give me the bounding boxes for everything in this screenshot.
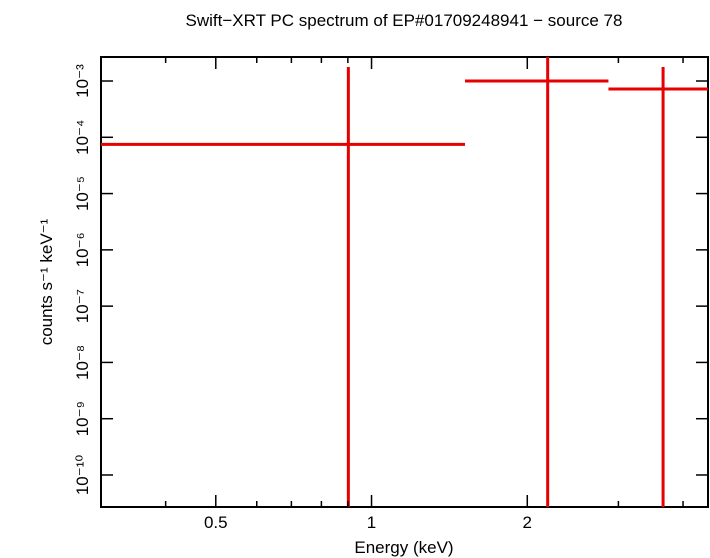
y-tick-label: 10⁻⁹ (73, 401, 92, 436)
y-tick-label: 10⁻³ (73, 64, 92, 98)
y-tick-label: 10⁻⁶ (73, 232, 92, 267)
y-tick-label: 10⁻⁵ (73, 176, 92, 211)
y-axis-label: counts s⁻¹ keV⁻¹ (37, 218, 56, 345)
y-tick-label: 10⁻⁷ (73, 289, 92, 323)
plot-area (101, 57, 708, 507)
x-axis-label: Energy (keV) (354, 538, 453, 557)
y-tick-label: 10⁻⁴ (73, 120, 92, 155)
x-tick-label: 1 (367, 513, 376, 532)
x-tick-label: 0.5 (204, 513, 228, 532)
chart-title: Swift−XRT PC spectrum of EP#01709248941 … (186, 11, 623, 30)
y-tick-label: 10⁻¹⁰ (73, 455, 92, 496)
plot-frame (100, 56, 709, 508)
y-tick-label: 10⁻⁸ (73, 345, 92, 380)
x-tick-label: 2 (523, 513, 532, 532)
